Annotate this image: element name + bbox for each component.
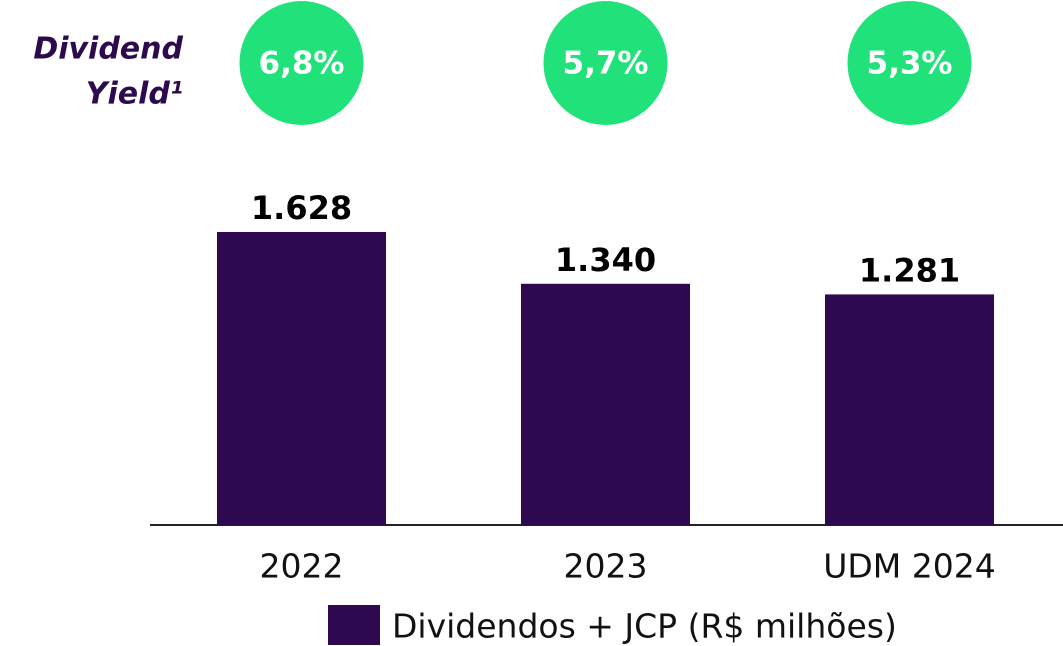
yield-title: Dividend bbox=[33, 32, 183, 67]
yield-label: 5,7% bbox=[563, 46, 649, 82]
value-label: 1.340 bbox=[555, 241, 656, 279]
value-label: 1.281 bbox=[859, 251, 960, 289]
x-tick-label: UDM 2024 bbox=[823, 547, 996, 586]
yield-title: Yield¹ bbox=[86, 77, 183, 112]
yield-bubble bbox=[543, 1, 668, 125]
bar bbox=[825, 294, 994, 525]
yield-bubble bbox=[239, 1, 364, 125]
yield-label: 5,3% bbox=[867, 46, 953, 82]
x-tick-label: 2023 bbox=[564, 547, 648, 586]
bar bbox=[521, 283, 690, 525]
legend-label: Dividendos + JCP (R$ milhões) bbox=[392, 607, 897, 646]
legend-swatch bbox=[328, 605, 380, 645]
x-tick-label: 2022 bbox=[260, 547, 344, 586]
bar bbox=[217, 231, 386, 525]
yield-label: 6,8% bbox=[259, 46, 345, 82]
yield-bubble bbox=[847, 1, 972, 125]
value-label: 1.628 bbox=[251, 189, 352, 227]
